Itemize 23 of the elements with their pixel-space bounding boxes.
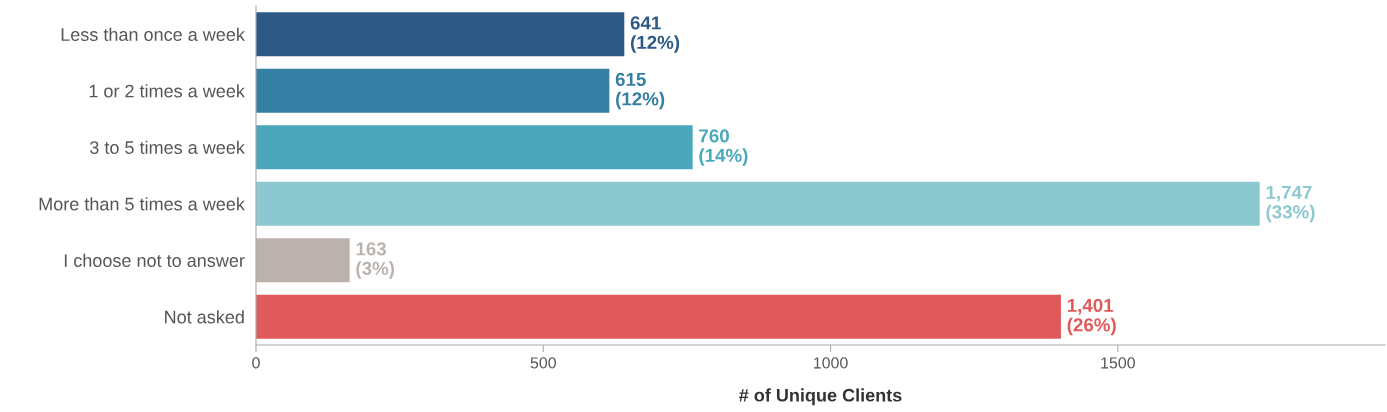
data-label: 163 (3%) — [356, 242, 395, 279]
x-tick-label: 500 — [530, 357, 556, 369]
bar — [256, 125, 693, 170]
y-tick-label: Less than once a week — [61, 27, 245, 41]
x-tick-label: 1500 — [1101, 357, 1135, 369]
data-label: 1,401 (26%) — [1067, 298, 1116, 336]
x-tick-label: 1000 — [814, 357, 848, 369]
bar — [256, 68, 610, 113]
bar — [256, 294, 1061, 339]
data-label: 1,747 (33%) — [1266, 185, 1315, 223]
data-label: 641 (12%) — [630, 16, 680, 53]
data-label: 615 (12%) — [615, 72, 665, 110]
y-tick-label: More than 5 times a week — [39, 197, 245, 211]
y-tick-label: 1 or 2 times a week — [89, 84, 245, 98]
y-tick-label: 3 to 5 times a week — [90, 140, 245, 154]
data-label: 760 (14%) — [699, 129, 748, 166]
bar — [256, 181, 1260, 226]
x-axis-title: # of Unique Clients — [739, 388, 902, 406]
bar — [256, 12, 625, 57]
bar — [256, 238, 350, 283]
x-tick-label: 0 — [252, 357, 260, 369]
y-tick-label: I choose not to answer — [64, 253, 245, 267]
y-tick-label: Not asked — [165, 310, 244, 324]
